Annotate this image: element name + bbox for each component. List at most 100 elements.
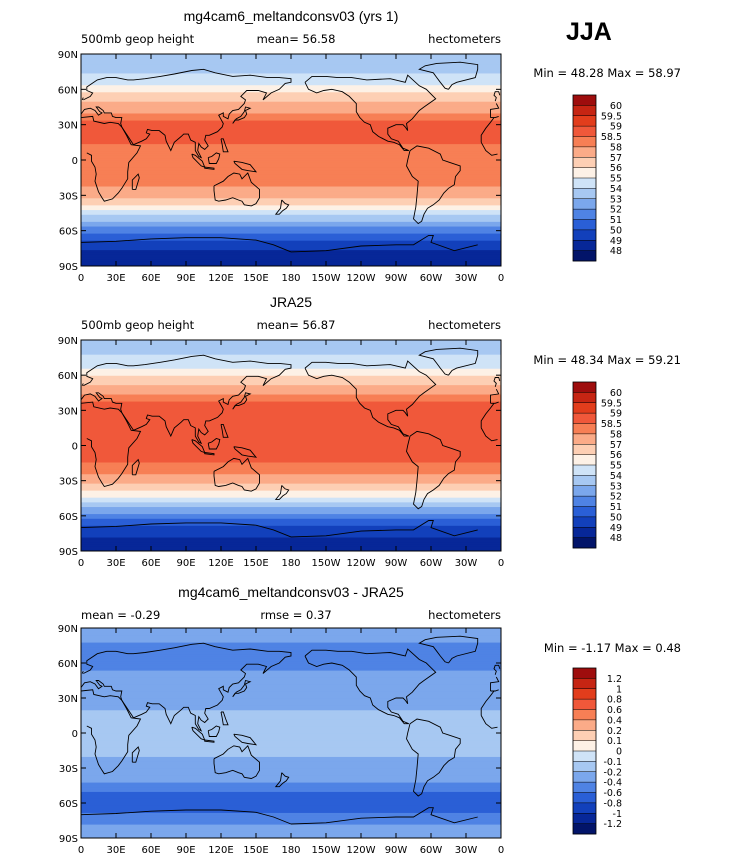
contour-band [81, 379, 501, 383]
contour-band [81, 499, 501, 503]
contour-band [81, 828, 501, 832]
colorbar-label: 48 [610, 533, 622, 544]
contour-band [81, 101, 501, 105]
contour-band [81, 433, 501, 437]
contour-band [81, 372, 501, 376]
contour-band [81, 824, 501, 827]
contour-band [81, 117, 501, 121]
contour-band [81, 134, 501, 138]
contour-band [81, 344, 501, 348]
colorbar-swatch [573, 250, 596, 262]
contour-band [81, 65, 501, 69]
contour-band [81, 821, 501, 825]
y-tick-label: 30N [58, 406, 78, 417]
contour-band [81, 798, 501, 802]
x-tick-label: 60W [420, 845, 443, 856]
contour-band [81, 513, 501, 517]
panel-center-label: mean= 56.87 [257, 318, 336, 332]
contour-band [81, 457, 501, 461]
contour-band [81, 143, 501, 147]
contour-band [81, 169, 501, 173]
contour-band [81, 712, 501, 715]
contour-band [81, 480, 501, 484]
contour-band [81, 112, 501, 116]
y-tick-label: 90S [59, 547, 78, 558]
contour-band [81, 209, 501, 213]
colorbar-label: 58.5 [601, 132, 622, 143]
contour-band [81, 831, 501, 834]
colorbar-swatch [573, 178, 596, 189]
coastline-north-america [304, 648, 437, 725]
colorbar-swatch [573, 537, 596, 549]
x-tick-label: 150W [312, 273, 341, 284]
contour-band [81, 68, 501, 72]
colorbar-label: -0.1 [603, 757, 622, 768]
colorbar-swatch [573, 516, 596, 528]
contour-band [81, 221, 501, 225]
contour-band [81, 384, 501, 388]
contour-band [81, 637, 501, 641]
contour-band [81, 744, 501, 748]
contour-band [81, 506, 501, 510]
contour-band [81, 501, 501, 505]
contour-band [81, 398, 501, 402]
x-tick-label: 90W [385, 845, 408, 856]
colorbar-swatch [573, 240, 596, 251]
contour-band [81, 707, 501, 711]
y-tick-label: 30N [58, 121, 78, 132]
contour-band [81, 747, 501, 750]
contour-band [81, 714, 501, 718]
coastline-java [204, 452, 215, 456]
y-tick-label: 30N [58, 694, 78, 705]
contour-band [81, 775, 501, 778]
contour-band [81, 400, 501, 404]
contour-band [81, 152, 501, 156]
colorbar-label: 0.6 [607, 705, 622, 716]
contour-band [81, 754, 501, 757]
coastline-africa [81, 115, 498, 202]
coastline-eurasia [81, 354, 500, 445]
panel-right-label: hectometers [428, 32, 501, 46]
contour-band [81, 543, 501, 547]
x-tick-label: 30E [106, 273, 125, 284]
contour-band [81, 247, 501, 251]
colorbar-swatch [573, 802, 596, 814]
contour-band [81, 174, 501, 178]
colorbar-label: 55 [610, 461, 622, 472]
colorbar-swatch [573, 465, 596, 476]
x-tick-label: 90W [385, 558, 408, 569]
y-tick-label: 90N [58, 50, 78, 61]
x-tick-label: 120W [347, 845, 376, 856]
colorbar-swatch [573, 761, 596, 773]
contour-band [81, 377, 501, 381]
contour-band [81, 452, 501, 456]
contour-band [81, 786, 501, 790]
contour-band [81, 155, 501, 159]
colorbar-label: -0.8 [603, 798, 622, 809]
contour-band [81, 150, 501, 154]
contour-band [81, 483, 501, 486]
coastline-greenland [418, 635, 479, 664]
x-tick-label: 90E [176, 845, 195, 856]
contour-band [81, 119, 501, 123]
contour-band [81, 438, 501, 442]
contour-band [81, 691, 501, 694]
contour-band [81, 192, 501, 196]
contour-band [81, 127, 501, 130]
colorbar-swatch [573, 423, 596, 435]
contour-band [81, 726, 501, 729]
colorbar-label: 50 [610, 225, 622, 236]
x-tick-label: 60W [420, 273, 443, 284]
contour-band [81, 167, 501, 171]
x-tick-label: 180 [281, 558, 300, 569]
contour-band [81, 391, 501, 395]
x-tick-label: 60E [141, 845, 160, 856]
coastline-new-guinea [233, 160, 258, 173]
contour-band [81, 473, 501, 477]
y-tick-label: 60N [58, 371, 78, 382]
panel-stats: Min = -1.17 Max = 0.48 [544, 641, 681, 655]
contour-band [81, 527, 501, 531]
contour-band [81, 429, 501, 433]
contour-band [81, 700, 501, 704]
